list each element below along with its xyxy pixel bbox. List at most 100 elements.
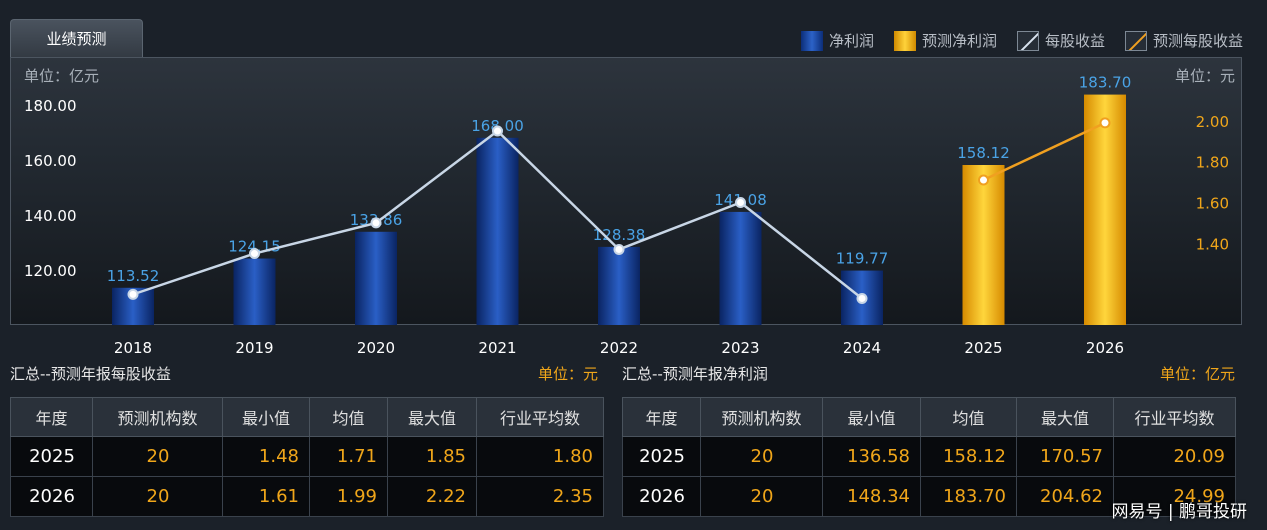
legend-label-eps: 每股收益 xyxy=(1044,32,1105,50)
legend-item-forecast-net-profit[interactable]: 预测净利润 xyxy=(893,30,997,51)
table-header-row: 年度 预测机构数 最小值 均值 最大值 行业平均数 xyxy=(10,397,604,437)
legend-item-forecast-eps[interactable]: 预测每股收益 xyxy=(1124,30,1243,51)
y-left-tick-label: 140.00 xyxy=(24,207,77,225)
table-cell: 2.22 xyxy=(387,476,477,517)
table-header-row: 年度 预测机构数 最小值 均值 最大值 行业平均数 xyxy=(622,397,1236,437)
column-header: 最大值 xyxy=(1016,397,1114,437)
profit-table-unit: 单位：亿元 xyxy=(1159,365,1235,383)
x-tick-label: 2022 xyxy=(600,339,638,357)
table-cell: 1.71 xyxy=(309,436,388,477)
bar-data-label: 183.70 xyxy=(1079,74,1132,92)
combo-chart: 120.00 140.00 160.00 180.00 1.40 1.60 1.80 2.00… xyxy=(24,74,1229,357)
bar-data-label: 113.52 xyxy=(107,267,160,285)
legend-swatch-net-profit xyxy=(800,30,823,51)
profit-forecast-table: 年度 预测机构数 最小值 均值 最大值 行业平均数 2025 20 136.58 158.12 1… xyxy=(622,397,1236,517)
tab-performance-forecast[interactable]: 业绩预测 xyxy=(10,19,143,57)
column-header: 年度 xyxy=(622,397,701,437)
bar-forecast-net-profit xyxy=(1084,94,1126,325)
y-right-tick-label: 2.00 xyxy=(1196,113,1229,131)
bar-net-profit xyxy=(233,258,276,325)
table-cell: 20.09 xyxy=(1113,436,1236,477)
legend-label-forecast-net-profit: 预测净利润 xyxy=(921,32,997,50)
x-tick-label: 2023 xyxy=(721,339,759,357)
table-cell: 183.70 xyxy=(920,476,1017,517)
table-cell: 2025 xyxy=(622,436,701,477)
legend-item-net-profit[interactable]: 净利润 xyxy=(800,30,874,51)
column-header: 最小值 xyxy=(822,397,921,437)
forecast-eps-point xyxy=(978,174,989,186)
table-cell: 136.58 xyxy=(822,436,921,477)
table-cell: 20 xyxy=(700,436,823,477)
eps-table-unit: 单位：元 xyxy=(538,365,599,383)
y-right-tick-label: 1.40 xyxy=(1196,235,1229,253)
x-tick-label: 2018 xyxy=(114,339,152,357)
column-header: 均值 xyxy=(309,397,388,437)
table-cell: 2026 xyxy=(622,476,701,517)
table-cell: 158.12 xyxy=(920,436,1017,477)
eps-forecast-table: 年度 预测机构数 最小值 均值 最大值 行业平均数 2025 20 1.48 1.71 1.85 1… xyxy=(10,397,604,517)
table-cell: 20 xyxy=(92,476,223,517)
chart-legend: 净利润 预测净利润 每股收益 预测每股收益 xyxy=(800,30,1243,51)
table-cell: 24.99 xyxy=(1113,476,1236,517)
profit-table-title: 汇总--预测年报净利润 xyxy=(622,365,768,383)
bar-data-label: 158.12 xyxy=(957,144,1010,162)
table-cell: 2026 xyxy=(10,476,93,517)
eps-table-title: 汇总--预测年报每股收益 xyxy=(10,365,171,383)
legend-label-net-profit: 净利润 xyxy=(828,32,874,50)
legend-swatch-forecast-eps xyxy=(1124,30,1147,51)
table-cell: 204.62 xyxy=(1016,476,1114,517)
legend-swatch-forecast-net-profit xyxy=(893,30,916,51)
y-left-tick-label: 120.00 xyxy=(24,262,77,280)
x-tick-label: 2026 xyxy=(1086,339,1124,357)
y-right-tick-label: 1.80 xyxy=(1196,154,1229,172)
x-tick-label: 2024 xyxy=(843,339,881,357)
column-header: 预测机构数 xyxy=(92,397,223,437)
x-tick-label: 2025 xyxy=(964,339,1002,357)
y-right-tick-label: 1.60 xyxy=(1196,195,1229,213)
bar-net-profit xyxy=(598,246,640,325)
y-left-tick-label: 160.00 xyxy=(24,152,77,170)
table-cell: 1.80 xyxy=(476,436,604,477)
x-tick-label: 2021 xyxy=(478,339,516,357)
table-cell: 170.57 xyxy=(1016,436,1114,477)
left-axis-unit: 单位：亿元 xyxy=(24,67,100,85)
table-cell: 2025 xyxy=(10,436,93,477)
table-cell: 1.61 xyxy=(222,476,310,517)
bar-net-profit xyxy=(719,211,762,325)
eps-point xyxy=(127,288,139,300)
table-row: 2025 20 136.58 158.12 170.57 20.09 xyxy=(622,436,1236,477)
column-header: 预测机构数 xyxy=(700,397,823,437)
eps-point xyxy=(856,292,868,304)
x-tick-label: 2019 xyxy=(235,339,273,357)
column-header: 年度 xyxy=(10,397,93,437)
table-cell: 2.35 xyxy=(476,476,604,517)
forecast-eps-line xyxy=(982,121,1106,182)
forecast-eps-point xyxy=(1099,117,1111,129)
table-row: 2025 20 1.48 1.71 1.85 1.80 xyxy=(10,436,604,477)
bar-data-label: 128.38 xyxy=(593,226,646,244)
table-cell: 148.34 xyxy=(822,476,921,517)
bar-net-profit xyxy=(476,137,519,325)
table-cell: 20 xyxy=(92,436,223,477)
table-cell: 1.99 xyxy=(309,476,388,517)
table-cell: 1.85 xyxy=(387,436,477,477)
table-cell: 1.48 xyxy=(222,436,310,477)
legend-swatch-eps xyxy=(1016,30,1039,51)
column-header: 均值 xyxy=(920,397,1017,437)
column-header: 最小值 xyxy=(222,397,310,437)
column-header: 行业平均数 xyxy=(476,397,604,437)
legend-item-eps[interactable]: 每股收益 xyxy=(1016,30,1105,51)
column-header: 行业平均数 xyxy=(1113,397,1236,437)
bar-data-label: 119.77 xyxy=(836,250,889,268)
column-header: 最大值 xyxy=(387,397,477,437)
table-cell: 20 xyxy=(700,476,823,517)
legend-label-forecast-eps: 预测每股收益 xyxy=(1152,32,1243,50)
table-row: 2026 20 148.34 183.70 204.62 24.99 xyxy=(622,476,1236,517)
eps-point xyxy=(613,243,625,255)
right-axis-unit: 单位：元 xyxy=(1174,67,1235,85)
eps-point xyxy=(492,125,503,137)
watermark-text: 网易号 | 鹏哥投研 xyxy=(1111,502,1247,522)
bar-net-profit xyxy=(355,231,397,325)
eps-point xyxy=(249,248,260,260)
x-tick-label: 2020 xyxy=(357,339,395,357)
